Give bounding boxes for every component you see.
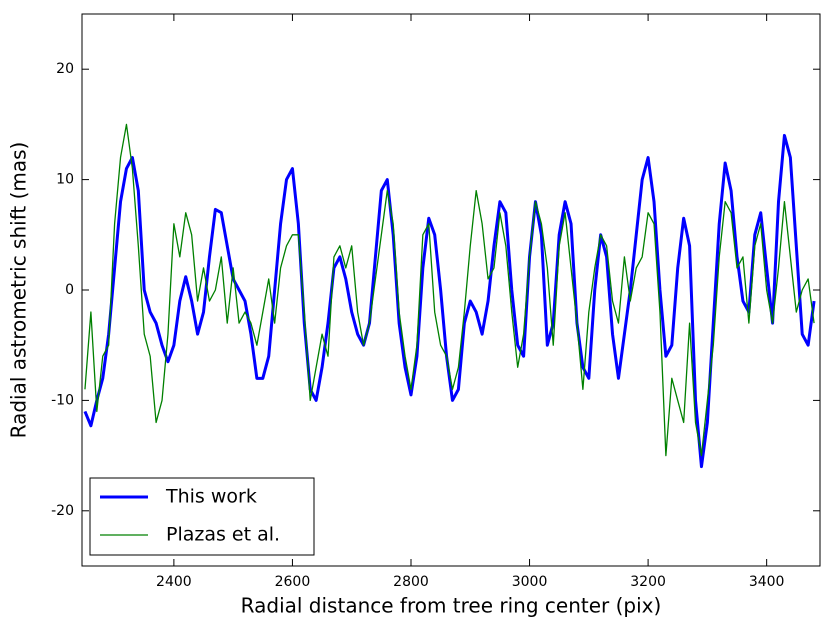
legend-label: Plazas et al. [166, 524, 280, 546]
plot-frame [81, 13, 821, 567]
series-line [84, 123, 815, 457]
series-line [83, 133, 816, 469]
y-tick-label: 10 [56, 172, 74, 188]
y-tick-label: 0 [65, 282, 74, 298]
y-tick-label: -20 [51, 503, 74, 519]
y-axis-label: Radial astrometric shift (mas) [7, 142, 31, 439]
x-axis-label: Radial distance from tree ring center (p… [241, 594, 662, 618]
x-tick-label: 2800 [393, 574, 429, 590]
legend-box [89, 477, 315, 556]
y-tick-label: -10 [51, 392, 74, 408]
y-tick-label: 20 [56, 61, 74, 77]
x-tick-label: 3200 [630, 574, 666, 590]
x-tick-label: 3000 [512, 574, 548, 590]
x-tick-label: 2600 [275, 574, 311, 590]
x-tick-label: 2400 [156, 574, 192, 590]
legend-label: This work [165, 486, 257, 508]
x-tick-label: 3400 [749, 574, 785, 590]
